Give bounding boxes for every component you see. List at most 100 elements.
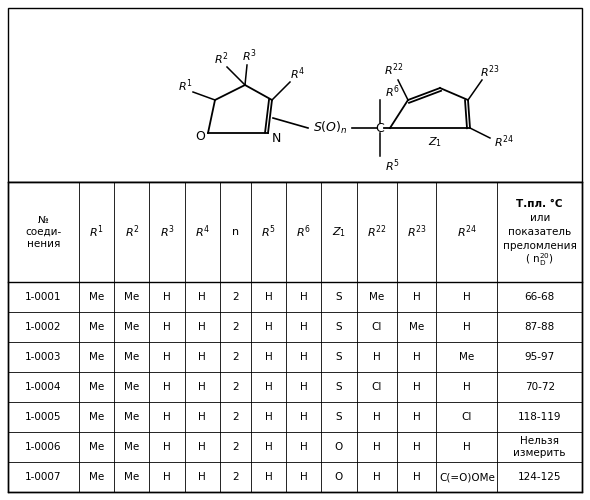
- Text: H: H: [300, 352, 307, 362]
- Text: $R^4$: $R^4$: [195, 224, 210, 240]
- Text: 2: 2: [232, 322, 239, 332]
- Text: показатель: показатель: [508, 227, 571, 237]
- Text: Cl: Cl: [462, 412, 472, 422]
- Text: S: S: [336, 412, 342, 422]
- Text: Me: Me: [124, 322, 139, 332]
- Text: H: H: [265, 352, 273, 362]
- Text: H: H: [265, 442, 273, 452]
- Text: H: H: [163, 472, 171, 482]
- Text: $R^5$: $R^5$: [385, 158, 399, 174]
- Text: $S(O)_n$: $S(O)_n$: [313, 120, 348, 136]
- Text: 1-0006: 1-0006: [25, 442, 62, 452]
- Text: $R^6$: $R^6$: [296, 224, 312, 240]
- Text: 1-0002: 1-0002: [25, 322, 62, 332]
- Text: $R^4$: $R^4$: [290, 66, 306, 82]
- Text: $R^2$: $R^2$: [214, 50, 228, 68]
- Text: ( $\mathregular{n_D^{20}}$): ( $\mathregular{n_D^{20}}$): [525, 252, 554, 268]
- Text: 2: 2: [232, 292, 239, 302]
- Text: Me: Me: [89, 472, 104, 482]
- Text: n: n: [232, 227, 239, 237]
- Text: 66-68: 66-68: [525, 292, 555, 302]
- Text: H: H: [413, 412, 421, 422]
- Text: H: H: [300, 292, 307, 302]
- Text: H: H: [265, 292, 273, 302]
- Text: Me: Me: [369, 292, 385, 302]
- Text: H: H: [265, 412, 273, 422]
- Text: 2: 2: [232, 472, 239, 482]
- Text: или: или: [529, 213, 550, 223]
- Text: H: H: [198, 382, 206, 392]
- Text: Me: Me: [89, 352, 104, 362]
- Text: H: H: [413, 352, 421, 362]
- Text: $R^{23}$: $R^{23}$: [407, 224, 427, 240]
- Bar: [8, 8, 582, 182]
- Text: 1-0004: 1-0004: [25, 382, 62, 392]
- Text: Me: Me: [124, 442, 139, 452]
- Text: H: H: [413, 292, 421, 302]
- Text: H: H: [163, 292, 171, 302]
- Text: H: H: [163, 382, 171, 392]
- Text: Me: Me: [89, 412, 104, 422]
- Text: Т.пл. °C: Т.пл. °C: [516, 199, 563, 209]
- Text: H: H: [163, 322, 171, 332]
- Text: H: H: [265, 322, 273, 332]
- Text: H: H: [413, 472, 421, 482]
- Text: H: H: [463, 442, 471, 452]
- Text: Me: Me: [89, 382, 104, 392]
- Text: $R^3$: $R^3$: [160, 224, 175, 240]
- Text: $R^{23}$: $R^{23}$: [480, 64, 500, 80]
- Text: H: H: [373, 412, 381, 422]
- Text: $R^1$: $R^1$: [89, 224, 104, 240]
- Text: N: N: [271, 132, 281, 144]
- Text: Me: Me: [124, 472, 139, 482]
- Text: $R^{22}$: $R^{22}$: [367, 224, 386, 240]
- Text: H: H: [373, 352, 381, 362]
- Text: Cl: Cl: [372, 322, 382, 332]
- Text: H: H: [463, 322, 471, 332]
- Text: $R^3$: $R^3$: [242, 48, 257, 64]
- Text: 87-88: 87-88: [525, 322, 555, 332]
- Text: S: S: [336, 352, 342, 362]
- Text: Me: Me: [124, 292, 139, 302]
- Text: Me: Me: [124, 412, 139, 422]
- Text: O: O: [195, 130, 205, 142]
- Text: Me: Me: [124, 352, 139, 362]
- Text: H: H: [413, 442, 421, 452]
- Text: S: S: [336, 382, 342, 392]
- Text: O: O: [335, 442, 343, 452]
- Text: H: H: [198, 472, 206, 482]
- Text: 2: 2: [232, 412, 239, 422]
- Text: H: H: [198, 442, 206, 452]
- Text: H: H: [265, 382, 273, 392]
- Text: преломления: преломления: [503, 241, 576, 251]
- Text: Me: Me: [89, 442, 104, 452]
- Text: H: H: [300, 472, 307, 482]
- Text: H: H: [463, 382, 471, 392]
- Text: O: O: [335, 472, 343, 482]
- Text: H: H: [300, 322, 307, 332]
- Text: $R^2$: $R^2$: [124, 224, 139, 240]
- Text: $R^{24}$: $R^{24}$: [457, 224, 477, 240]
- Text: H: H: [198, 412, 206, 422]
- Text: H: H: [300, 382, 307, 392]
- Text: S: S: [336, 292, 342, 302]
- Text: H: H: [300, 412, 307, 422]
- Text: S: S: [336, 322, 342, 332]
- Text: H: H: [163, 442, 171, 452]
- Text: 124-125: 124-125: [518, 472, 562, 482]
- Bar: [8, 182, 582, 492]
- Text: C(=O)OMe: C(=O)OMe: [439, 472, 495, 482]
- Text: $R^5$: $R^5$: [261, 224, 276, 240]
- Text: H: H: [163, 352, 171, 362]
- Text: 1-0003: 1-0003: [25, 352, 62, 362]
- Text: H: H: [198, 292, 206, 302]
- Text: $R^6$: $R^6$: [385, 84, 399, 100]
- Text: 2: 2: [232, 382, 239, 392]
- Text: H: H: [265, 472, 273, 482]
- Text: 1-0007: 1-0007: [25, 472, 62, 482]
- Text: 2: 2: [232, 442, 239, 452]
- Text: $Z_1$: $Z_1$: [332, 225, 346, 239]
- Text: 2: 2: [232, 352, 239, 362]
- Text: Me: Me: [89, 322, 104, 332]
- Text: $R^1$: $R^1$: [178, 78, 192, 94]
